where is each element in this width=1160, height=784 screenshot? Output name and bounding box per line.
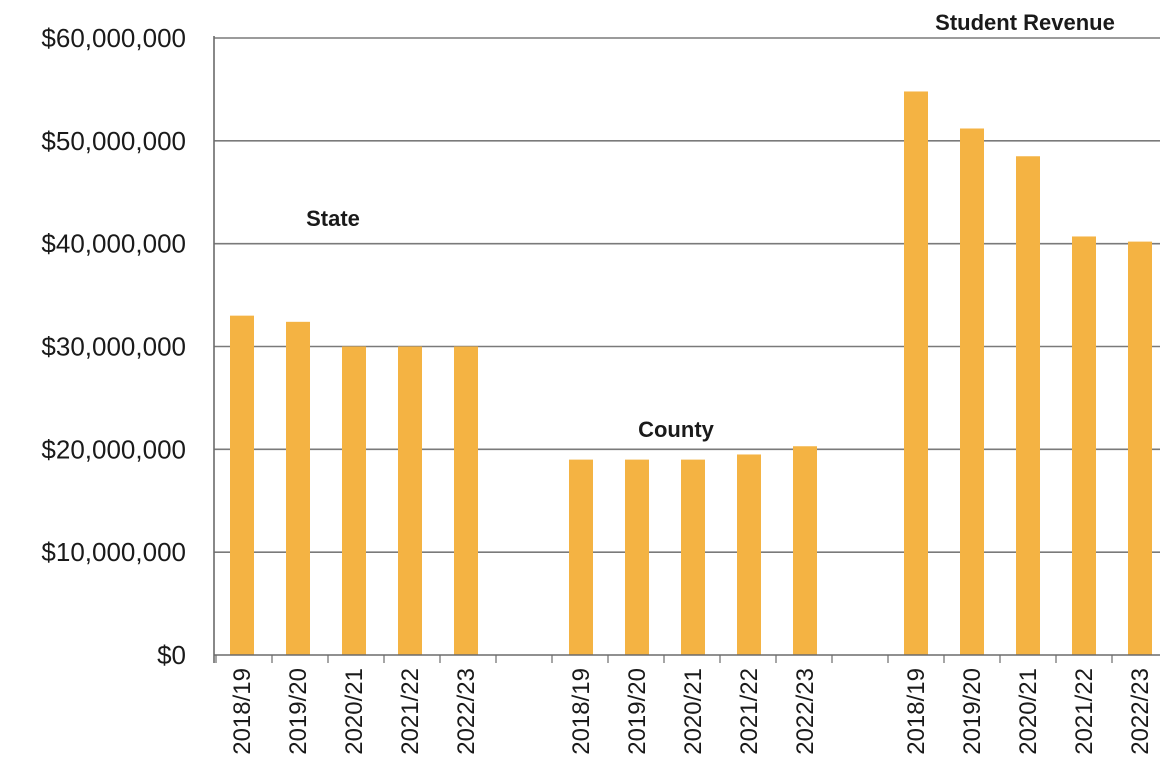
bar-student-revenue-2021-22 [1072, 236, 1096, 656]
bar-student-revenue-2020-21 [1016, 156, 1040, 655]
x-tick-label: 2018/19 [903, 668, 930, 755]
x-tick-label: 2019/20 [285, 668, 312, 755]
group-label-state: State [306, 206, 360, 231]
y-tick-label: $30,000,000 [41, 332, 186, 362]
x-tick-label: 2020/21 [341, 668, 368, 755]
y-tick-label: $40,000,000 [41, 229, 186, 259]
x-tick-label: 2022/23 [1127, 668, 1154, 755]
group-label-student-revenue: Student Revenue [935, 10, 1115, 35]
bar-student-revenue-2019-20 [960, 128, 984, 655]
y-tick-label: $10,000,000 [41, 537, 186, 567]
bar-county-2022-23 [793, 446, 817, 655]
bar-county-2019-20 [625, 459, 649, 655]
bar-student-revenue-2022-23 [1128, 241, 1152, 656]
y-tick-label: $50,000,000 [41, 126, 186, 156]
bar-state-2021-22 [398, 346, 422, 655]
group-label-county: County [638, 417, 715, 442]
bars [230, 91, 1152, 656]
x-tick-label: 2021/22 [736, 668, 763, 755]
bar-student-revenue-2018-19 [904, 91, 928, 656]
labels: $0 $10,000,000 $20,000,000 $30,000,000 $40,0… [41, 10, 1154, 755]
x-tick-label: 2019/20 [624, 668, 651, 755]
x-tick-label: 2021/22 [397, 668, 424, 755]
y-tick-label: $60,000,000 [41, 23, 186, 53]
bar-state-2020-21 [342, 346, 366, 655]
x-tick-label: 2018/19 [568, 668, 595, 755]
bar-county-2018-19 [569, 459, 593, 655]
bar-county-2021-22 [737, 454, 761, 655]
bar-state-2022-23 [454, 346, 478, 655]
bar-state-2018-19 [230, 315, 254, 655]
x-tick-label: 2020/21 [680, 668, 707, 755]
x-tick-label: 2022/23 [453, 668, 480, 755]
x-tick-label: 2022/23 [792, 668, 819, 755]
x-tick-label: 2020/21 [1015, 668, 1042, 755]
bar-state-2019-20 [286, 321, 310, 655]
grid-lines [214, 37, 1160, 553]
x-tick-label: 2019/20 [959, 668, 986, 755]
y-tick-label: $20,000,000 [41, 434, 186, 464]
axes [213, 36, 1160, 663]
bar-county-2020-21 [681, 459, 705, 655]
y-tick-label: $0 [157, 640, 186, 670]
x-tick-label: 2021/22 [1071, 668, 1098, 755]
x-tick-label: 2018/19 [229, 668, 256, 755]
